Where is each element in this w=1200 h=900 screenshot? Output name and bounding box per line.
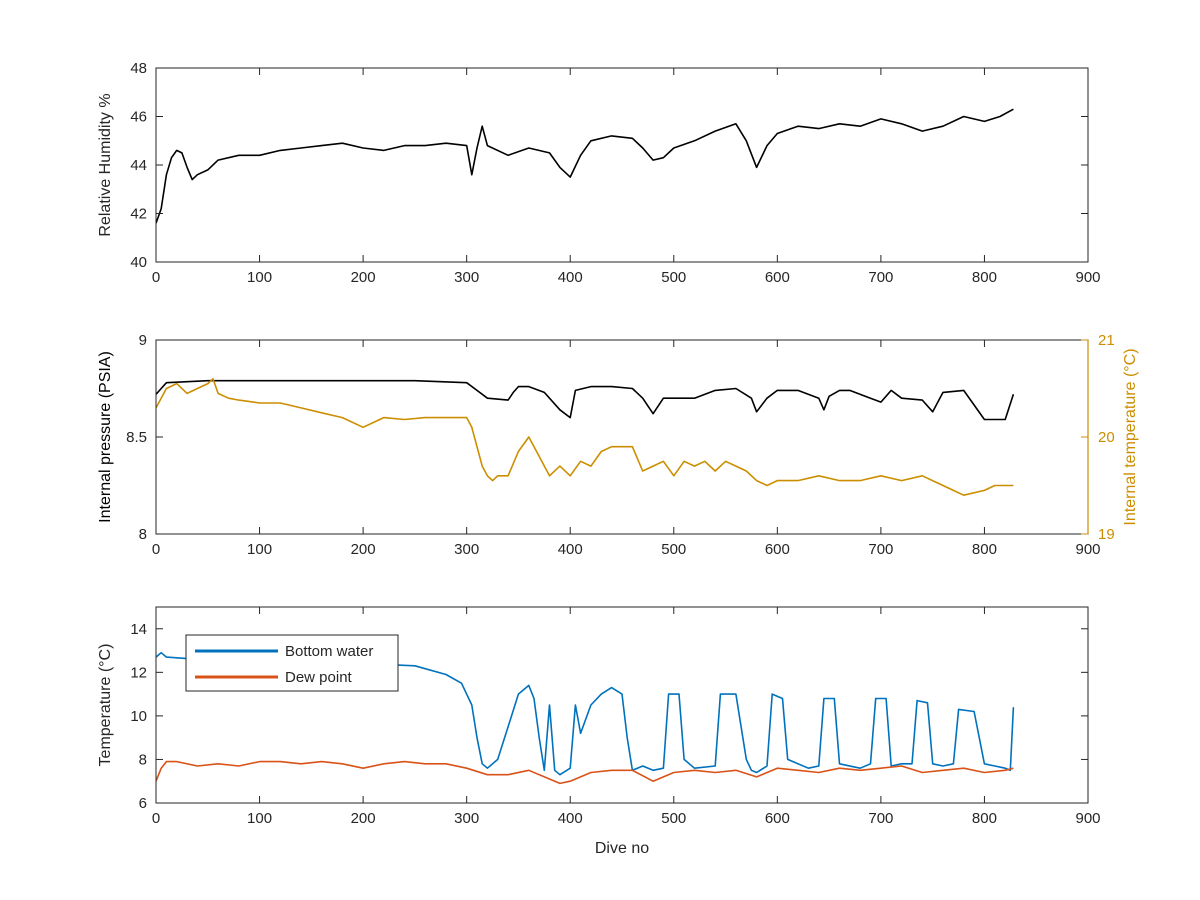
y-tick-label: 14 (130, 621, 147, 638)
series-bottom-water-line (156, 651, 1015, 776)
series-group (156, 108, 1014, 224)
y-tick-label: 48 (130, 60, 147, 77)
panel-2: 0 100 200 300 400 500 600 700 800 900 8 8.5 9 19 20 21 I… (97, 332, 1139, 558)
series-group (156, 651, 1015, 785)
x-tick-label: 300 (454, 810, 479, 827)
panel-3: 0 100 200 300 400 500 600 700 800 900 6 8 10 12 14 Temp… (97, 606, 1101, 857)
axes-box (155, 606, 1089, 804)
legend-label: Dew point (285, 669, 353, 686)
x-tick-label: 900 (1075, 269, 1100, 286)
x-axis-title: Dive no (595, 840, 649, 857)
x-tick-label: 0 (152, 810, 160, 827)
y-tick-label: 46 (130, 109, 147, 126)
legend-box (185, 634, 399, 692)
x-tick-label: 400 (558, 810, 583, 827)
x-tick-label: 700 (868, 269, 893, 286)
y-axis-title: Relative Humidity % (97, 93, 114, 236)
x-tick-label: 200 (351, 269, 376, 286)
axes-box (155, 339, 1089, 535)
y-tick-label: 8 (139, 526, 147, 543)
legend: Bottom water Dew point (185, 634, 399, 692)
x-tick-label: 300 (454, 541, 479, 558)
y-tick-label: 12 (130, 664, 147, 681)
y2-tick-label: 21 (1098, 332, 1115, 349)
x-tick-label: 900 (1075, 541, 1100, 558)
y-tick-label: 9 (139, 332, 147, 349)
y-axis-title: Temperature (°C) (97, 644, 114, 767)
x-tick-label: 600 (765, 269, 790, 286)
panel-1: 0 100 200 300 400 500 600 700 800 900 40 42 44 46 48 Re… (97, 60, 1101, 286)
y2-axis-title: Internal temperature (°C) (1122, 348, 1139, 525)
y-tick-label: 44 (130, 157, 147, 174)
series-1-1-line (156, 108, 1014, 224)
x-tick-label: 400 (558, 541, 583, 558)
x-tick-label: 0 (152, 269, 160, 286)
x-tick-label: 700 (868, 541, 893, 558)
x-tick-label: 600 (765, 810, 790, 827)
x-tick-label: 800 (972, 541, 997, 558)
x-tick-label: 500 (661, 541, 686, 558)
y-tick-label: 6 (139, 795, 147, 812)
x-tick-label: 700 (868, 810, 893, 827)
x-tick-label: 300 (454, 269, 479, 286)
y-tick-label: 42 (130, 206, 147, 223)
axes-box (155, 67, 1089, 263)
x-tick-label: 900 (1075, 810, 1100, 827)
x-tick-label: 200 (351, 541, 376, 558)
x-tick-label: 400 (558, 269, 583, 286)
x-tick-label: 100 (247, 810, 272, 827)
x-tick-label: 800 (972, 269, 997, 286)
y-tick-label: 40 (130, 254, 147, 271)
x-tick-label: 200 (351, 810, 376, 827)
y-axis-title: Internal pressure (PSIA) (97, 351, 114, 523)
x-tick-label: 600 (765, 541, 790, 558)
x-tick-label: 800 (972, 810, 997, 827)
series-2-1-line (156, 379, 1015, 421)
y2-tick-label: 19 (1098, 526, 1115, 543)
y2-tick-label: 20 (1098, 429, 1115, 446)
series-dew-point-line (156, 760, 1014, 785)
x-tick-label: 500 (661, 269, 686, 286)
y-tick-label: 8 (139, 751, 147, 768)
x-tick-label: 100 (247, 541, 272, 558)
y-tick-label: 8.5 (126, 429, 147, 446)
series-group (156, 377, 1015, 497)
series-2-2-line (156, 377, 1014, 497)
x-tick-label: 500 (661, 810, 686, 827)
x-tick-label: 0 (152, 541, 160, 558)
y-tick-label: 10 (130, 708, 147, 725)
legend-label: Bottom water (285, 643, 373, 660)
x-tick-label: 100 (247, 269, 272, 286)
